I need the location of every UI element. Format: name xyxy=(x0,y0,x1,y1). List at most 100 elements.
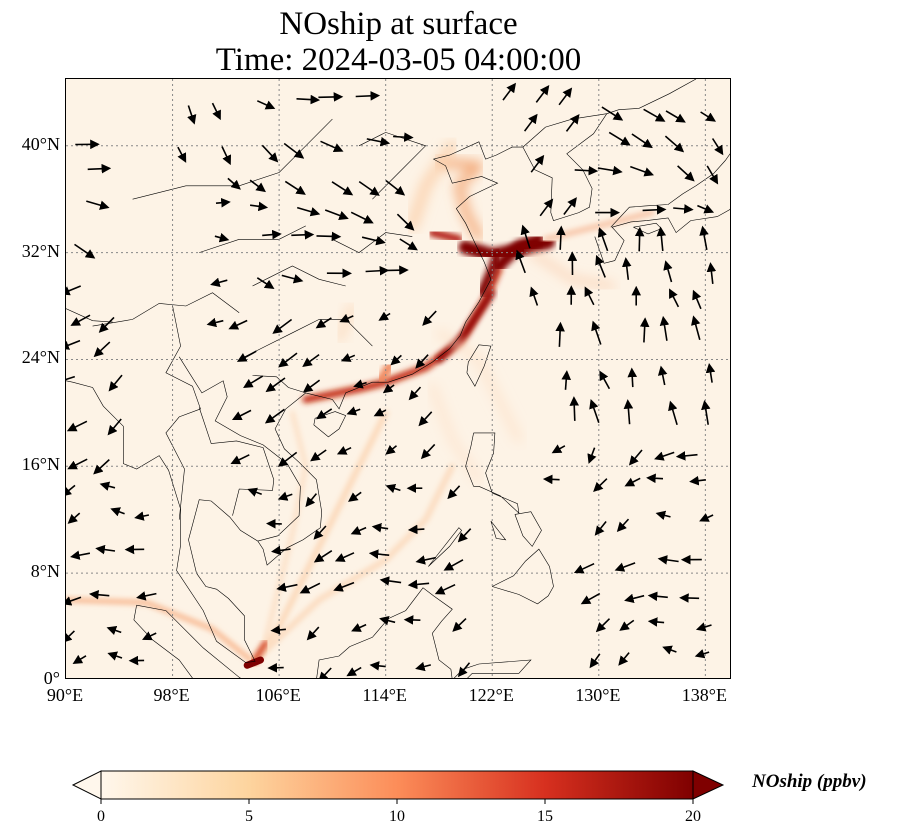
colorbar-tick-label-4: 20 xyxy=(685,808,701,825)
wind-arrow-105 xyxy=(66,375,76,381)
wind-arrow-201 xyxy=(261,144,279,163)
wind-arrow-12 xyxy=(694,649,710,659)
wind-arrow-202 xyxy=(283,142,305,159)
wind-arrow-61 xyxy=(594,521,607,536)
ship-track-19 xyxy=(336,303,356,343)
wind-arrow-38 xyxy=(679,593,700,603)
wind-arrow-162 xyxy=(291,230,315,240)
wind-arrow-110 xyxy=(353,379,367,389)
wind-arrow-137 xyxy=(339,313,354,323)
wind-arrow-122 xyxy=(302,353,320,367)
wind-arrow-192 xyxy=(530,154,545,173)
wind-arrow-146 xyxy=(66,285,82,296)
wind-arrow-43 xyxy=(313,550,333,563)
wind-arrow-74 xyxy=(542,474,560,485)
coastline-18 xyxy=(252,375,306,394)
wind-arrow-133 xyxy=(206,317,224,328)
wind-arrow-207 xyxy=(565,114,580,132)
wind-arrow-195 xyxy=(630,165,655,177)
coastline-1 xyxy=(522,113,608,221)
wind-arrow-16 xyxy=(270,625,286,635)
wind-arrow-159 xyxy=(74,243,96,259)
wind-arrow-27 xyxy=(89,589,110,600)
ship-track-6 xyxy=(302,265,503,403)
wind-arrow-49 xyxy=(614,562,636,572)
coastline-0 xyxy=(305,141,523,410)
wind-arrow-8 xyxy=(457,662,471,678)
wind-arrow-167 xyxy=(556,225,566,250)
wind-arrow-24 xyxy=(647,617,665,627)
wind-arrow-85 xyxy=(385,444,397,455)
lon-label-3: 114°E xyxy=(362,685,407,705)
wind-arrow-54 xyxy=(134,511,150,521)
wind-arrow-188 xyxy=(284,180,306,195)
wind-arrow-161 xyxy=(262,229,282,240)
wind-arrow-92 xyxy=(66,420,88,432)
wind-arrow-116 xyxy=(657,365,668,386)
wind-arrow-19 xyxy=(379,615,396,626)
wind-arrow-6 xyxy=(369,661,386,671)
wind-arrow-35 xyxy=(580,592,601,605)
wind-arrow-58 xyxy=(371,522,389,533)
wind-arrow-68 xyxy=(277,491,293,501)
coastline-5 xyxy=(316,587,453,678)
coastline-28 xyxy=(132,118,333,200)
wind-arrow-34 xyxy=(434,583,456,595)
coastline-26 xyxy=(332,232,413,253)
wind-arrow-176 xyxy=(324,209,349,221)
wind-arrow-212 xyxy=(187,105,197,125)
wind-arrow-219 xyxy=(535,85,550,103)
colorbar-tick-label-3: 15 xyxy=(537,808,553,825)
wind-arrow-209 xyxy=(631,133,653,149)
ship-track-13 xyxy=(407,140,458,231)
wind-arrow-183 xyxy=(673,204,694,214)
wind-arrow-124 xyxy=(390,354,402,366)
wind-arrow-86 xyxy=(420,443,436,460)
wind-arrow-135 xyxy=(272,318,293,334)
wind-arrow-134 xyxy=(228,319,248,330)
lon-label-4: 122°E xyxy=(468,685,514,705)
coastline-24 xyxy=(522,113,607,148)
wind-arrow-62 xyxy=(616,518,630,532)
wind-arrow-78 xyxy=(689,475,706,486)
wind-arrow-172 xyxy=(86,200,110,210)
noship-field xyxy=(66,140,655,669)
ship-track-0 xyxy=(66,597,255,664)
wind-arrow-123 xyxy=(340,353,356,362)
wind-arrow-102 xyxy=(623,399,634,425)
wind-arrow-186 xyxy=(227,177,241,190)
wind-arrow-190 xyxy=(358,180,380,196)
coastline-15 xyxy=(610,153,730,228)
wind-arrow-17 xyxy=(306,626,320,641)
wind-arrow-40 xyxy=(95,544,116,555)
wind-arrow-169 xyxy=(634,226,645,252)
coastline-6 xyxy=(466,344,492,387)
ship-track-12 xyxy=(435,157,483,241)
wind-arrow-184 xyxy=(697,204,715,214)
wind-arrow-204 xyxy=(366,136,391,147)
wind-arrow-144 xyxy=(669,288,680,308)
lon-label-2: 106°E xyxy=(255,685,301,705)
wind-arrow-194 xyxy=(597,165,623,176)
wind-arrow-171 xyxy=(699,225,709,251)
wind-arrow-120 xyxy=(236,350,257,362)
coastline-8 xyxy=(465,432,520,514)
wind-arrow-157 xyxy=(663,260,673,283)
lat-label-1: 32°N xyxy=(21,240,60,261)
wind-arrow-65 xyxy=(66,484,76,497)
wind-arrow-66 xyxy=(99,481,116,491)
ship-track-14 xyxy=(375,361,395,386)
wind-arrow-156 xyxy=(621,257,632,280)
wind-arrow-140 xyxy=(529,286,539,306)
map-panel xyxy=(65,78,731,679)
wind-arrow-22 xyxy=(595,618,611,633)
colorbar-tick-label-1: 5 xyxy=(245,808,253,825)
wind-arrow-56 xyxy=(313,525,327,540)
wind-arrow-53 xyxy=(110,507,125,517)
coastline-7 xyxy=(313,411,347,438)
lat-label-5: 0° xyxy=(43,668,60,688)
coastline-25 xyxy=(252,265,346,287)
coastline-17 xyxy=(606,79,697,114)
colorbar-gradient xyxy=(100,770,694,800)
wind-arrow-217 xyxy=(355,91,381,101)
